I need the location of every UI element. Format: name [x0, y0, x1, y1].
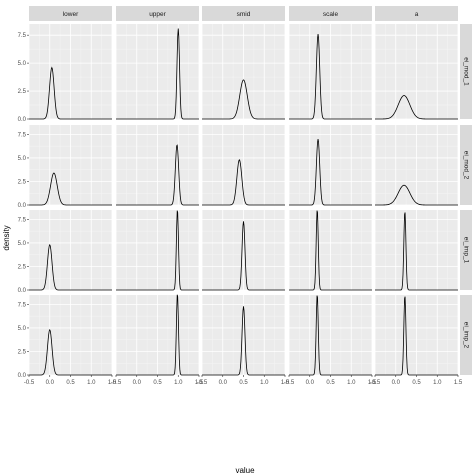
x-tick-label: 0.0	[392, 380, 401, 386]
x-tick-label: 1.5	[281, 380, 290, 386]
density-curve	[375, 212, 458, 291]
column-strip-label: smid	[237, 11, 251, 18]
y-tick-label: 2.5	[18, 179, 27, 185]
row-strip-label: ei_mod_2	[462, 151, 469, 180]
density-curve	[202, 306, 285, 376]
row-strip	[460, 24, 472, 119]
density-curve	[202, 79, 285, 120]
density-curve	[29, 66, 112, 120]
x-tick-label: 0.5	[239, 380, 248, 386]
column-strip-label: a	[415, 11, 419, 18]
x-tick-label: 1.5	[195, 380, 204, 386]
x-tick-label: 0.5	[326, 380, 335, 386]
row-strip	[460, 295, 472, 375]
density-curve	[29, 172, 112, 206]
x-tick-label: 1.0	[433, 380, 442, 386]
x-tick-label: -0.5	[284, 380, 295, 386]
y-tick-label: 2.5	[18, 349, 27, 355]
y-tick-label: 2.5	[18, 89, 27, 95]
row-strip-label: ei_mod_1	[462, 57, 469, 86]
y-tick-label: 0.0	[18, 117, 27, 123]
row-strip-label: ei_imp_1	[462, 237, 469, 264]
x-tick-label: 0.5	[412, 380, 421, 386]
x-tick-label: -0.5	[111, 380, 122, 386]
y-tick-label: 7.5	[18, 302, 27, 308]
y-tick-label: 5.0	[18, 156, 27, 162]
density-curve	[202, 221, 285, 291]
x-tick-label: -0.5	[370, 380, 381, 386]
y-tick-label: 7.5	[18, 132, 27, 138]
y-tick-label: 5.0	[18, 61, 27, 67]
column-strip	[116, 6, 199, 21]
column-strip	[289, 6, 372, 21]
x-tick-label: 0.0	[306, 380, 315, 386]
x-tick-label: 1.0	[174, 380, 183, 386]
density-curve	[29, 243, 112, 291]
column-strip	[29, 6, 112, 21]
x-tick-label: -0.5	[24, 380, 35, 386]
y-tick-label: 2.5	[18, 264, 27, 270]
x-axis-title: value	[235, 466, 255, 475]
row-strip	[460, 210, 472, 290]
column-strip	[202, 6, 285, 21]
density-curve	[375, 184, 458, 206]
x-tick-label: 0.0	[219, 380, 228, 386]
y-axis-title: density	[2, 225, 11, 250]
x-tick-label: 0.0	[133, 380, 142, 386]
y-tick-label: 0.0	[18, 288, 27, 294]
column-strip-label: scale	[323, 11, 339, 18]
x-tick-label: 0.0	[46, 380, 55, 386]
density-curve	[202, 158, 285, 206]
row-strip	[460, 125, 472, 205]
y-tick-label: 7.5	[18, 217, 27, 223]
density-curve	[116, 28, 199, 120]
x-tick-label: 1.0	[260, 380, 269, 386]
x-tick-label: 1.5	[368, 380, 377, 386]
x-tick-label: 1.0	[87, 380, 96, 386]
x-tick-label: 0.5	[153, 380, 162, 386]
x-tick-label: 1.5	[108, 380, 117, 386]
density-curve	[289, 139, 372, 206]
y-tick-label: 0.0	[18, 373, 27, 379]
row-strip-label: ei_imp_2	[462, 322, 469, 349]
density-curve	[116, 210, 199, 291]
y-tick-label: 0.0	[18, 203, 27, 209]
density-curve	[116, 144, 199, 206]
x-tick-label: 1.5	[454, 380, 463, 386]
density-curve	[375, 95, 458, 120]
y-tick-label: 5.0	[18, 241, 27, 247]
column-strip-label: lower	[63, 11, 79, 18]
x-tick-label: -0.5	[197, 380, 208, 386]
x-tick-label: 0.5	[66, 380, 75, 386]
density-curve	[289, 210, 372, 291]
column-strip	[375, 6, 458, 21]
y-tick-label: 5.0	[18, 326, 27, 332]
x-tick-label: 1.0	[347, 380, 356, 386]
y-tick-label: 7.5	[18, 33, 27, 39]
density-curve	[289, 34, 372, 120]
column-strip-label: upper	[149, 11, 166, 18]
